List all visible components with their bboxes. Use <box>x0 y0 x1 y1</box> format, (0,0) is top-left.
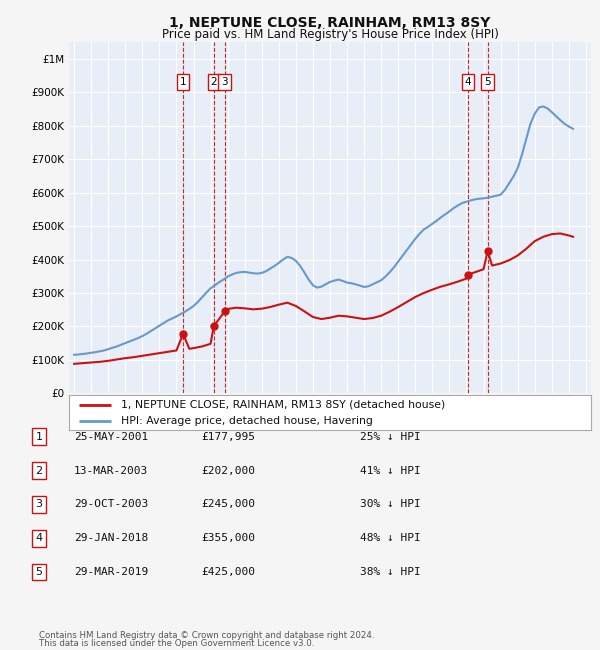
Text: £202,000: £202,000 <box>201 465 255 476</box>
Text: 29-JAN-2018: 29-JAN-2018 <box>74 533 148 543</box>
Text: 4: 4 <box>464 77 471 87</box>
Text: 1, NEPTUNE CLOSE, RAINHAM, RM13 8SY (detached house): 1, NEPTUNE CLOSE, RAINHAM, RM13 8SY (det… <box>121 400 445 410</box>
Text: This data is licensed under the Open Government Licence v3.0.: This data is licensed under the Open Gov… <box>39 639 314 648</box>
Text: 48% ↓ HPI: 48% ↓ HPI <box>360 533 421 543</box>
Text: 3: 3 <box>221 77 228 87</box>
Text: 29-OCT-2003: 29-OCT-2003 <box>74 499 148 510</box>
Text: 1: 1 <box>180 77 187 87</box>
Text: 2: 2 <box>35 465 43 476</box>
Text: 5: 5 <box>35 567 43 577</box>
Text: 3: 3 <box>35 499 43 510</box>
Text: 41% ↓ HPI: 41% ↓ HPI <box>360 465 421 476</box>
Text: Contains HM Land Registry data © Crown copyright and database right 2024.: Contains HM Land Registry data © Crown c… <box>39 631 374 640</box>
Text: 30% ↓ HPI: 30% ↓ HPI <box>360 499 421 510</box>
Text: 5: 5 <box>484 77 491 87</box>
Text: 29-MAR-2019: 29-MAR-2019 <box>74 567 148 577</box>
Text: 1: 1 <box>35 432 43 442</box>
Text: £245,000: £245,000 <box>201 499 255 510</box>
Text: £355,000: £355,000 <box>201 533 255 543</box>
Text: £425,000: £425,000 <box>201 567 255 577</box>
Text: 25% ↓ HPI: 25% ↓ HPI <box>360 432 421 442</box>
Text: 4: 4 <box>35 533 43 543</box>
Text: 2: 2 <box>211 77 217 87</box>
Text: HPI: Average price, detached house, Havering: HPI: Average price, detached house, Have… <box>121 416 373 426</box>
Text: 38% ↓ HPI: 38% ↓ HPI <box>360 567 421 577</box>
Text: 13-MAR-2003: 13-MAR-2003 <box>74 465 148 476</box>
Text: £177,995: £177,995 <box>201 432 255 442</box>
Text: 1, NEPTUNE CLOSE, RAINHAM, RM13 8SY: 1, NEPTUNE CLOSE, RAINHAM, RM13 8SY <box>169 16 491 31</box>
Text: Price paid vs. HM Land Registry's House Price Index (HPI): Price paid vs. HM Land Registry's House … <box>161 28 499 41</box>
Text: 25-MAY-2001: 25-MAY-2001 <box>74 432 148 442</box>
